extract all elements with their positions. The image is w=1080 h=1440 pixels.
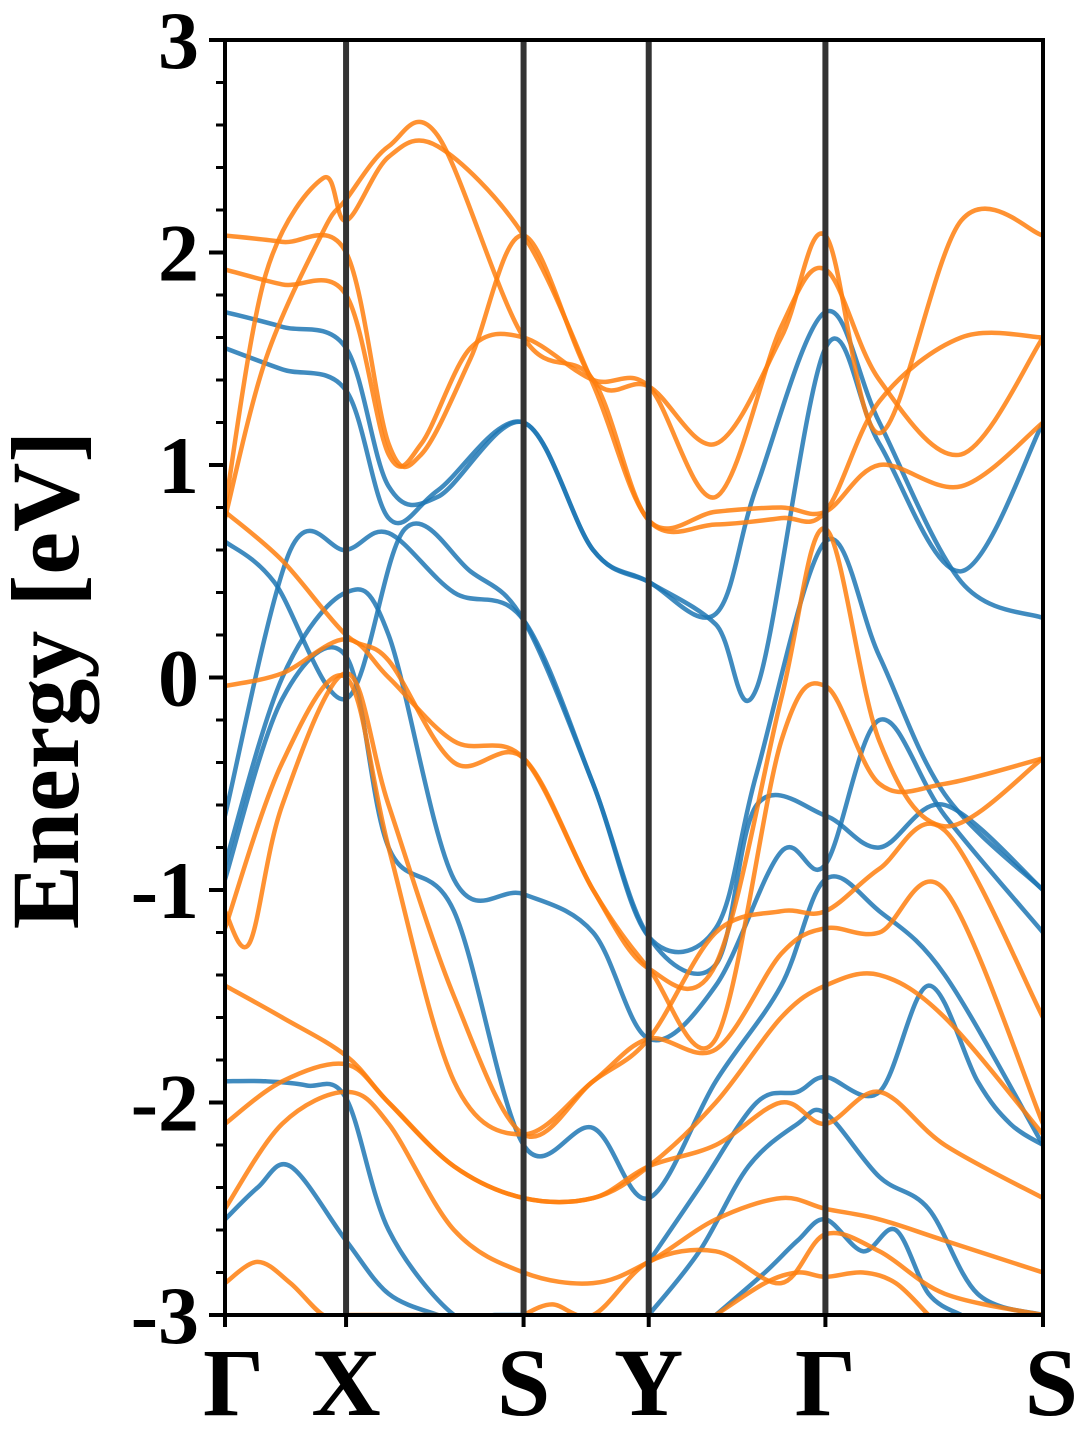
band-down-19	[225, 971, 1043, 1205]
high-symmetry-lines	[343, 40, 829, 1315]
y-tick-label-3: 0	[158, 633, 199, 724]
y-tick-label-4: -1	[131, 845, 199, 936]
band-down-20	[225, 1061, 1043, 1205]
band-down-22	[225, 1259, 440, 1315]
band-down-17	[225, 671, 1043, 1139]
band-down-23	[521, 1230, 1043, 1315]
x-tick-label-2: S	[497, 1329, 550, 1436]
y-axis-label: Energy [eV]	[0, 431, 99, 930]
x-tick-label-5: S	[1025, 1329, 1078, 1436]
band-down-24	[713, 1270, 931, 1315]
band-down-14	[225, 119, 1043, 531]
y-tick-label-2: 1	[158, 420, 199, 511]
x-tick-label-0: Γ	[203, 1329, 264, 1436]
band-down-15	[225, 509, 1043, 991]
y-tick-label-1: 2	[158, 208, 199, 299]
x-tick-label-4: Γ	[795, 1329, 856, 1436]
x-tick-label-1: X	[311, 1329, 380, 1436]
band-up-1	[225, 336, 1043, 703]
y-tick-label-6: -3	[131, 1270, 199, 1361]
band-down-12	[225, 265, 1043, 500]
band-down-13	[225, 138, 1043, 535]
y-axis-ticks: 3 2 1 0 -1 -2 -3	[131, 0, 225, 1361]
band-up-3	[225, 528, 1043, 977]
y-tick-label-5: -2	[131, 1058, 199, 1149]
y-tick-label-0: 3	[158, 0, 199, 86]
band-up-8	[646, 983, 1043, 1265]
band-up-7	[225, 1162, 440, 1315]
x-tick-label-3: Y	[614, 1329, 683, 1436]
band-up-6	[225, 1078, 526, 1315]
band-down-11	[225, 206, 1043, 470]
